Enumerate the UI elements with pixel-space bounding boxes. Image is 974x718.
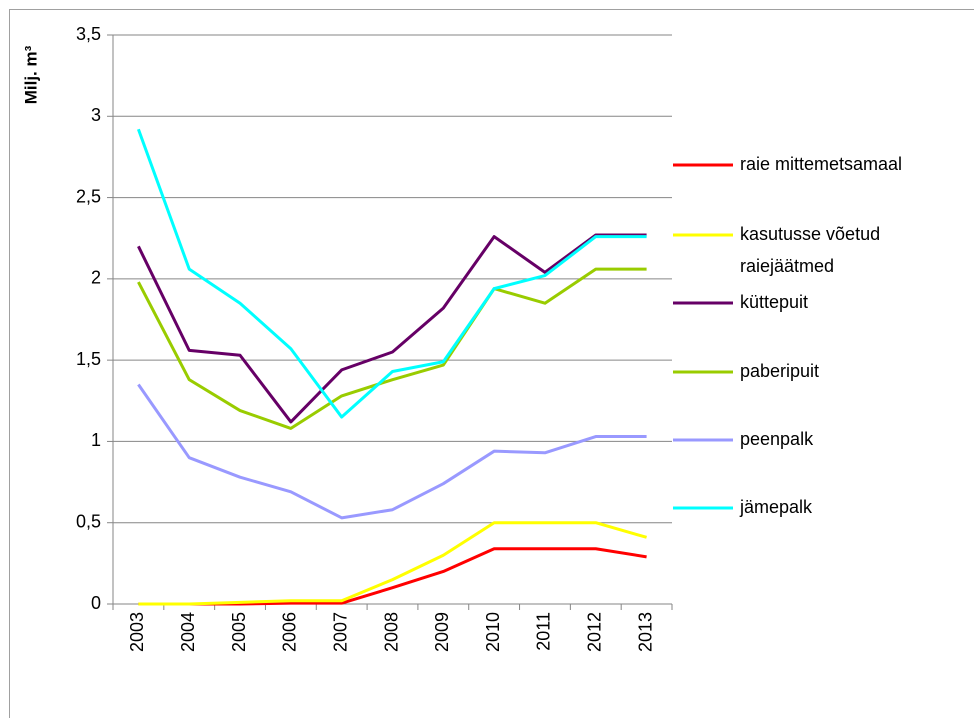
x-tick-label: 2012 (585, 612, 605, 652)
chart-border (9, 9, 974, 718)
x-tick-label: 2005 (229, 612, 249, 652)
y-tick-label: 3,5 (76, 24, 101, 44)
legend-label: paberipuit (740, 361, 819, 381)
series-line (137, 267, 647, 430)
y-tick-label: 2,5 (76, 186, 101, 206)
y-tick-label: 3 (91, 105, 101, 125)
x-tick-label: 2010 (483, 612, 503, 652)
y-tick-label: 1 (91, 430, 101, 450)
series-line (138, 521, 648, 606)
x-tick-label: 2004 (178, 612, 198, 652)
x-tick-label: 2008 (381, 612, 401, 652)
legend-label: jämepalk (739, 497, 813, 517)
legend-label: raie mittemetsamaal (740, 154, 902, 174)
legend-label-line: kasutusse võetud (740, 224, 880, 244)
series-line (137, 383, 647, 520)
y-axis-title: Milj. m³ (21, 45, 40, 104)
y-tick-label: 0,5 (76, 511, 101, 531)
x-tick-label: 2011 (534, 612, 554, 651)
x-tick-label: 2013 (635, 612, 655, 652)
legend-label: peenpalk (740, 429, 814, 449)
series-line (137, 233, 647, 424)
legend-label: küttepuit (740, 292, 808, 312)
x-tick-label: 2006 (280, 612, 300, 652)
legend-label: kasutusse võetud raiejäätmed (740, 224, 880, 276)
x-tick-label: 2007 (330, 612, 350, 652)
y-tick-label: 2 (91, 268, 101, 288)
x-tick-label: 2009 (432, 612, 452, 652)
y-tick-label: 1,5 (76, 349, 101, 369)
series-line (136, 128, 647, 419)
x-tick-label: 2003 (127, 612, 147, 652)
y-tick-label: 0 (91, 593, 101, 613)
legend-label-line: raiejäätmed (740, 256, 834, 276)
